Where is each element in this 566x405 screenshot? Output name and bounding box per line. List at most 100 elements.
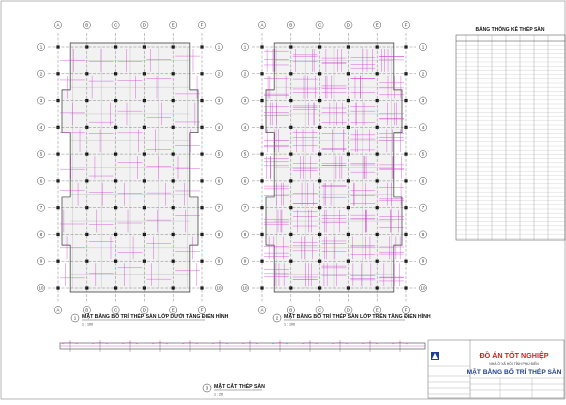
title-block: ĐỒ ÁN TỐT NGHIỆP NHÀ Ở XÃ HỘI TỈNH PHÚ Đ… bbox=[427, 339, 565, 399]
plan1-caption: 1 MẶT BẰNG BỐ TRÍ THÉP SÀN LỚP DƯỚI TẦNG… bbox=[70, 312, 229, 327]
plan1-row-label: 4 bbox=[40, 125, 43, 130]
plan1-row-bubble-7: 7 bbox=[215, 203, 223, 212]
plan1-row-bubble-9: 9 bbox=[215, 257, 223, 266]
plan2-column bbox=[375, 179, 379, 183]
plan2-row-bubble-4: 4 bbox=[419, 123, 427, 132]
plan1-row-bubble-6: 6 bbox=[37, 177, 45, 185]
plan1-col-label: B bbox=[85, 308, 88, 313]
plan1-rebar-lines bbox=[60, 49, 200, 286]
plan1-col-label: C bbox=[114, 23, 118, 28]
plan1-col-bubble-B: B bbox=[82, 306, 91, 314]
plan2-col-label: D bbox=[347, 23, 351, 28]
plan2-row-label: 5 bbox=[244, 152, 247, 157]
plan1-row-bubble-1: 1 bbox=[215, 43, 223, 51]
plan1-col-label: D bbox=[143, 308, 147, 313]
plan2-row-bubble-2: 2 bbox=[419, 69, 427, 78]
plan2-row-label: 2 bbox=[422, 71, 425, 76]
plan2-row-bubble-10: 10 bbox=[241, 284, 249, 292]
plan2-row-label: 9 bbox=[244, 259, 247, 264]
plan2-rebar-lines bbox=[264, 49, 404, 286]
plan2-row-label: 8 bbox=[422, 232, 425, 237]
plan2-row-bubble-3: 3 bbox=[419, 96, 427, 105]
plan1-row-label: 4 bbox=[218, 125, 221, 130]
plan2-col-bubble-C: C bbox=[315, 306, 324, 314]
plan2-row-bubble-10: 10 bbox=[419, 284, 427, 292]
plan1-col-bubble-F: F bbox=[198, 306, 206, 314]
plan1-row-bubble-2: 2 bbox=[215, 69, 223, 78]
section-number: 3 bbox=[206, 386, 209, 391]
plan2-row-bubble-2: 2 bbox=[241, 69, 249, 78]
plan1-row-label: 3 bbox=[218, 98, 221, 103]
plan1-col-label: C bbox=[114, 308, 118, 313]
plan2-row-bubble-3: 3 bbox=[241, 96, 249, 105]
plan1-row-label: 8 bbox=[40, 232, 43, 237]
plan1-column bbox=[171, 179, 175, 183]
plan1-row-label: 2 bbox=[218, 71, 221, 76]
school-logo-mark bbox=[432, 353, 438, 359]
plan2-col-bubble-F: F bbox=[402, 306, 410, 314]
plan2-col-bubble-C: C bbox=[315, 21, 324, 29]
plan2-column bbox=[375, 125, 379, 129]
plan1-row-label: 5 bbox=[40, 152, 43, 157]
plan2-caption: 2 MẶT BẰNG BỐ TRÍ THÉP SÀN LỚP TRÊN TẦNG… bbox=[272, 312, 431, 327]
plan2-row-label: 4 bbox=[244, 125, 247, 130]
plan1-row-label: 7 bbox=[218, 205, 221, 210]
plan1-row-bubble-4: 4 bbox=[37, 123, 45, 132]
plan2-col-bubble-A: A bbox=[258, 306, 266, 314]
plan1-row-label: 5 bbox=[218, 152, 221, 157]
plan1-row-bubble-10: 10 bbox=[215, 284, 223, 292]
plan2-col-label: E bbox=[376, 308, 379, 313]
plan2-row-label: 6 bbox=[422, 178, 425, 183]
plan2-row-label: 1 bbox=[244, 45, 247, 50]
plan2-row-label: 5 bbox=[422, 152, 425, 157]
plan2-row-bubble-1: 1 bbox=[241, 43, 249, 51]
plan1-column bbox=[171, 125, 175, 129]
plan2-col-label: E bbox=[376, 23, 379, 28]
plan1-row-label: 1 bbox=[218, 45, 221, 50]
plan1-col-label: D bbox=[143, 23, 147, 28]
plan1-row-label: 10 bbox=[38, 286, 44, 291]
plan2-col-label: B bbox=[289, 23, 292, 28]
plan2-col-bubble-F: F bbox=[402, 21, 410, 29]
plan1-row-label: 7 bbox=[40, 205, 43, 210]
plan1-row-label: 1 bbox=[40, 45, 43, 50]
plan1-col-bubble-D: D bbox=[140, 21, 149, 29]
plan2-col-bubble-B: B bbox=[286, 306, 295, 314]
plan1-grid-bubbles: A A B B C C D D E E F F 1 1 2 2 3 3 4 4 5 5 6 6 7 7 8 8 9 9 10 10 bbox=[37, 21, 223, 314]
plan2-row-bubble-7: 7 bbox=[241, 203, 249, 212]
rebar-statistics-table: BẢNG THỐNG KÊ THÉP SÀN bbox=[455, 25, 566, 241]
plan2-col-bubble-E: E bbox=[373, 306, 382, 314]
plan2-row-bubble-8: 8 bbox=[419, 230, 427, 239]
plan2-column bbox=[375, 259, 379, 263]
plan1-col-label: A bbox=[56, 23, 59, 28]
plan2-row-label: 6 bbox=[244, 178, 247, 183]
plan2-column bbox=[375, 232, 379, 237]
plan2-title: MẶT BẰNG BỐ TRÍ THÉP SÀN LỚP TRÊN TẦNG Đ… bbox=[284, 312, 431, 320]
plan1-col-bubble-D: D bbox=[140, 306, 149, 314]
plan1-column bbox=[171, 259, 175, 263]
project-subtitle: NHÀ Ở XÃ HỘI TỈNH PHÚ ĐIỀN bbox=[489, 361, 539, 366]
plan1-row-bubble-10: 10 bbox=[37, 284, 45, 292]
plan2-col-label: F bbox=[405, 308, 408, 313]
plan2-row-bubble-5: 5 bbox=[419, 150, 427, 158]
plan1-col-bubble-A: A bbox=[54, 21, 62, 29]
plan2-col-label: A bbox=[260, 308, 263, 313]
plan1-column bbox=[171, 206, 175, 210]
plan2-col-label: D bbox=[347, 308, 351, 313]
project-title: ĐỒ ÁN TỐT NGHIỆP bbox=[479, 350, 548, 360]
plan2-column bbox=[375, 206, 379, 210]
plan1-col-bubble-C: C bbox=[111, 306, 120, 314]
plan2-col-label: C bbox=[318, 23, 322, 28]
plan2-column bbox=[375, 152, 379, 156]
plan2-col-label: B bbox=[289, 308, 292, 313]
plan1-col-bubble-C: C bbox=[111, 21, 120, 29]
plan1-col-label: E bbox=[172, 23, 175, 28]
plan2-col-bubble-D: D bbox=[344, 306, 353, 314]
plan1-col-label: E bbox=[172, 308, 175, 313]
plan1-col-label: B bbox=[85, 23, 88, 28]
plan1-row-bubble-4: 4 bbox=[215, 123, 223, 132]
plan2-row-bubble-9: 9 bbox=[419, 257, 427, 266]
plan2-grid-bubbles: A A B B C C D D E E F F 1 1 2 2 3 3 4 4 5 5 6 6 7 7 8 8 9 9 10 10 bbox=[241, 21, 427, 314]
plan1-col-label: F bbox=[201, 23, 204, 28]
